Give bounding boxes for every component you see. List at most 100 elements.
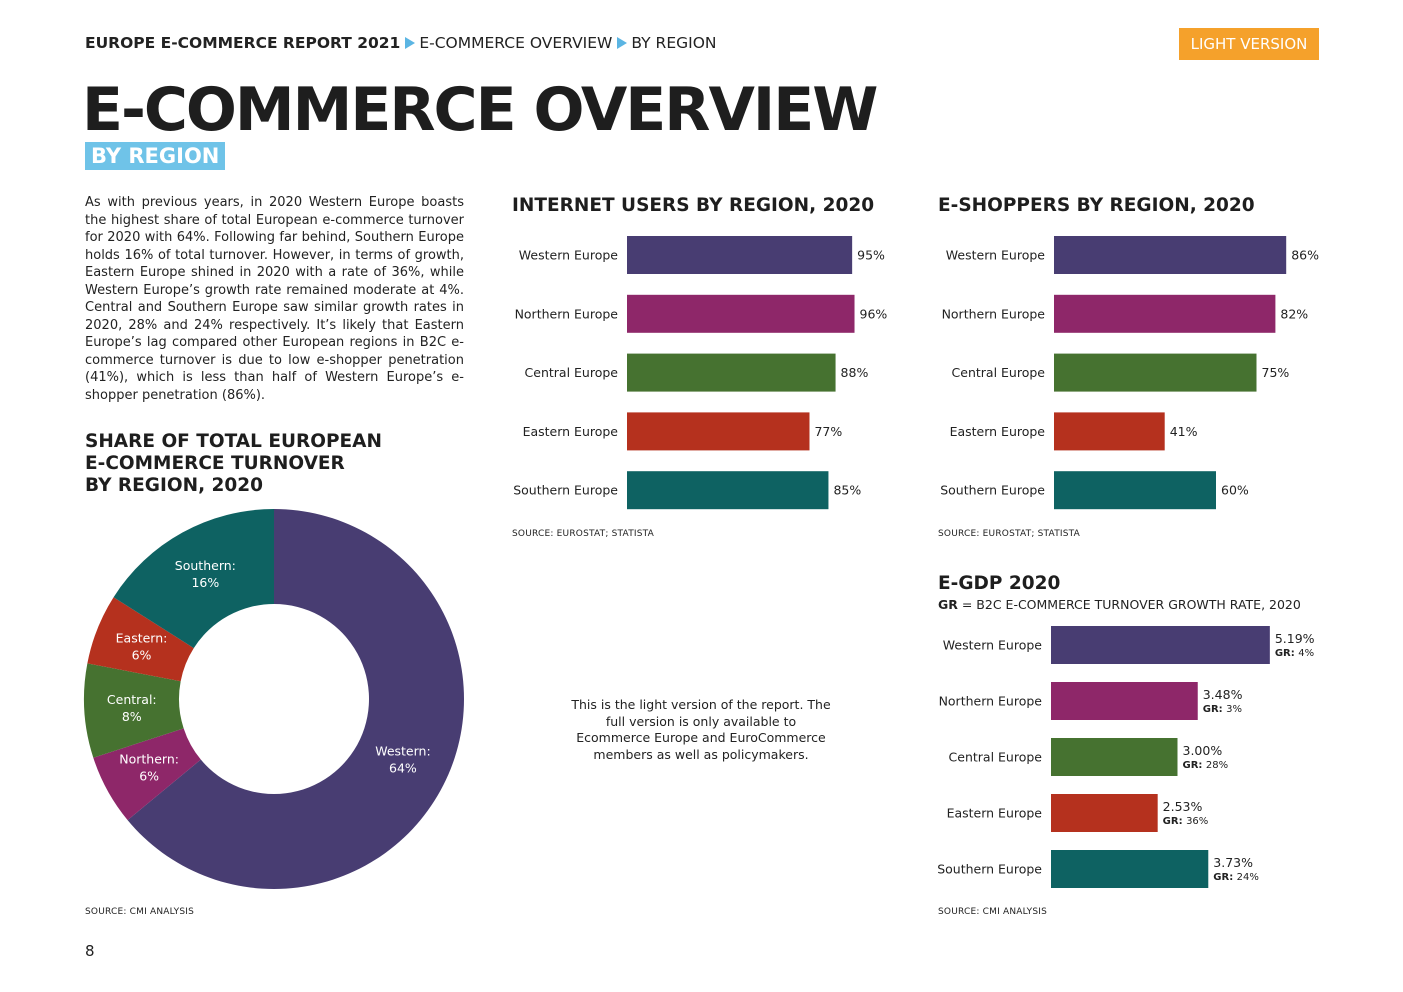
bar-central-europe (627, 353, 836, 392)
growth-label-southern-europe: GR: 24% (1213, 872, 1259, 883)
bar-western-europe (1051, 626, 1270, 664)
value-label-northern-europe: 3.48% (1203, 687, 1243, 702)
bar-southern-europe (627, 471, 829, 510)
donut-chart: Western: 64% Northern: 6% Central: 8% Eastern:… (83, 509, 465, 889)
bar-western-europe (1054, 236, 1287, 274)
growth-value: 28% (1206, 760, 1228, 771)
e-shoppers-chart: Western Europe 86% Northern Europe 82% Centr… (940, 236, 1319, 510)
category-label-southern-europe: Southern Europe (937, 862, 1042, 877)
category-label-eastern-europe: Eastern Europe (947, 806, 1043, 821)
internet-users-chart: Western Europe 95% Northern Europe 96% Centr… (513, 236, 888, 510)
category-label-western-europe: Western Europe (519, 248, 619, 263)
category-label-eastern-europe: Eastern Europe (950, 424, 1046, 439)
bar-central-europe (1054, 353, 1257, 392)
category-label-central-europe: Central Europe (952, 365, 1046, 380)
donut-slice-central (83, 663, 184, 758)
value-label-southern-europe: 60% (1221, 483, 1249, 498)
donut-chart-title: SHARE OF TOTAL EUROPEAN E-COMMERCE TURNO… (85, 431, 382, 497)
bar-western-europe (627, 236, 853, 274)
intro-paragraph: As with previous years, in 2020 Western … (85, 195, 464, 403)
donut-value-eastern: 6% (132, 648, 152, 663)
value-label-western-europe: 86% (1291, 248, 1319, 263)
value-label-central-europe: 3.00% (1183, 743, 1223, 758)
category-label-eastern-europe: Eastern Europe (523, 424, 619, 439)
egdp-source: SOURCE: CMI ANALYSIS (938, 907, 1048, 917)
growth-abbr: GR: (1213, 872, 1236, 883)
category-label-southern-europe: Southern Europe (513, 483, 618, 498)
value-label-eastern-europe: 77% (814, 424, 842, 439)
value-label-southern-europe: 3.73% (1213, 855, 1253, 870)
breadcrumb-arrow-icon (405, 37, 416, 49)
value-label-eastern-europe: 41% (1170, 424, 1198, 439)
growth-value: 24% (1237, 872, 1259, 883)
donut-value-northern: 6% (139, 769, 159, 784)
growth-value: 36% (1186, 816, 1208, 827)
value-label-northern-europe: 96% (860, 306, 888, 321)
bar-eastern-europe (1051, 794, 1158, 832)
breadcrumb-report: EUROPE E-COMMERCE REPORT 2021 (85, 34, 401, 52)
category-label-southern-europe: Southern Europe (940, 483, 1045, 498)
donut-slice-southern (113, 509, 274, 649)
page-subtitle: BY REGION (85, 142, 226, 170)
category-label-western-europe: Western Europe (946, 248, 1046, 263)
value-label-western-europe: 95% (857, 248, 885, 263)
light-version-note: This is the light version of the report.… (571, 697, 831, 762)
breadcrumb-arrow-icon (617, 37, 628, 49)
e-shoppers-source: SOURCE: EUROSTAT; STATISTA (938, 529, 1081, 539)
donut-label-western: Western: (375, 744, 430, 759)
growth-abbr: GR: (1275, 648, 1298, 659)
category-label-central-europe: Central Europe (525, 365, 619, 380)
breadcrumb-section: E-COMMERCE OVERVIEW (419, 34, 613, 52)
value-label-southern-europe: 85% (833, 483, 861, 498)
category-label-northern-europe: Northern Europe (515, 306, 619, 321)
bar-southern-europe (1051, 850, 1209, 888)
egdp-chart: Western Europe 5.19% GR: 4% Northern Europe… (937, 626, 1315, 888)
growth-label-western-europe: GR: 4% (1275, 648, 1314, 659)
page-title: E-COMMERCE OVERVIEW (82, 75, 878, 145)
egdp-legend-note: GR = B2C E-COMMERCE TURNOVER GROWTH RATE… (938, 597, 1301, 612)
value-label-central-europe: 75% (1262, 365, 1290, 380)
growth-value: 4% (1298, 648, 1314, 659)
category-label-central-europe: Central Europe (949, 750, 1043, 765)
donut-slice-western (127, 509, 465, 889)
bar-northern-europe (1054, 294, 1276, 333)
internet-users-source: SOURCE: EUROSTAT; STATISTA (512, 529, 655, 539)
internet-users-chart-title: INTERNET USERS BY REGION, 2020 (512, 195, 875, 216)
page-number: 8 (85, 942, 95, 960)
growth-abbr: GR: (1163, 816, 1186, 827)
category-label-western-europe: Western Europe (943, 638, 1043, 653)
egdp-legend-text: = B2C E-COMMERCE TURNOVER GROWTH RATE, 2… (957, 597, 1301, 612)
donut-value-western: 64% (389, 761, 417, 776)
bar-eastern-europe (627, 412, 810, 451)
breadcrumb: EUROPE E-COMMERCE REPORT 2021 E-COMMERCE… (85, 34, 717, 52)
bar-southern-europe (1054, 471, 1216, 510)
donut-title-line: BY REGION, 2020 (85, 475, 264, 496)
category-label-northern-europe: Northern Europe (942, 306, 1046, 321)
donut-source: SOURCE: CMI ANALYSIS (85, 907, 195, 917)
version-badge: LIGHT VERSION (1179, 28, 1319, 60)
growth-label-central-europe: GR: 28% (1183, 760, 1229, 771)
donut-slice-eastern (87, 597, 194, 682)
donut-label-central: Central: (107, 692, 157, 707)
egdp-chart-title: E-GDP 2020 (938, 573, 1061, 594)
donut-value-southern: 16% (191, 575, 219, 590)
category-label-northern-europe: Northern Europe (939, 694, 1043, 709)
value-label-central-europe: 88% (841, 365, 869, 380)
bar-northern-europe (1051, 682, 1198, 720)
bar-central-europe (1051, 738, 1178, 776)
e-shoppers-chart-title: E-SHOPPERS BY REGION, 2020 (938, 195, 1255, 216)
donut-label-eastern: Eastern: (116, 631, 168, 646)
donut-title-line: E-COMMERCE TURNOVER (85, 453, 345, 474)
donut-value-central: 8% (122, 709, 142, 724)
bar-northern-europe (627, 294, 855, 333)
value-label-western-europe: 5.19% (1275, 631, 1315, 646)
growth-label-eastern-europe: GR: 36% (1163, 816, 1209, 827)
growth-value: 3% (1226, 704, 1242, 715)
value-label-eastern-europe: 2.53% (1163, 799, 1203, 814)
egdp-legend-abbr: GR (938, 597, 958, 612)
growth-abbr: GR: (1203, 704, 1226, 715)
growth-abbr: GR: (1183, 760, 1206, 771)
breadcrumb-subsection: BY REGION (631, 34, 717, 52)
donut-label-southern: Southern: (175, 558, 236, 573)
value-label-northern-europe: 82% (1280, 306, 1308, 321)
